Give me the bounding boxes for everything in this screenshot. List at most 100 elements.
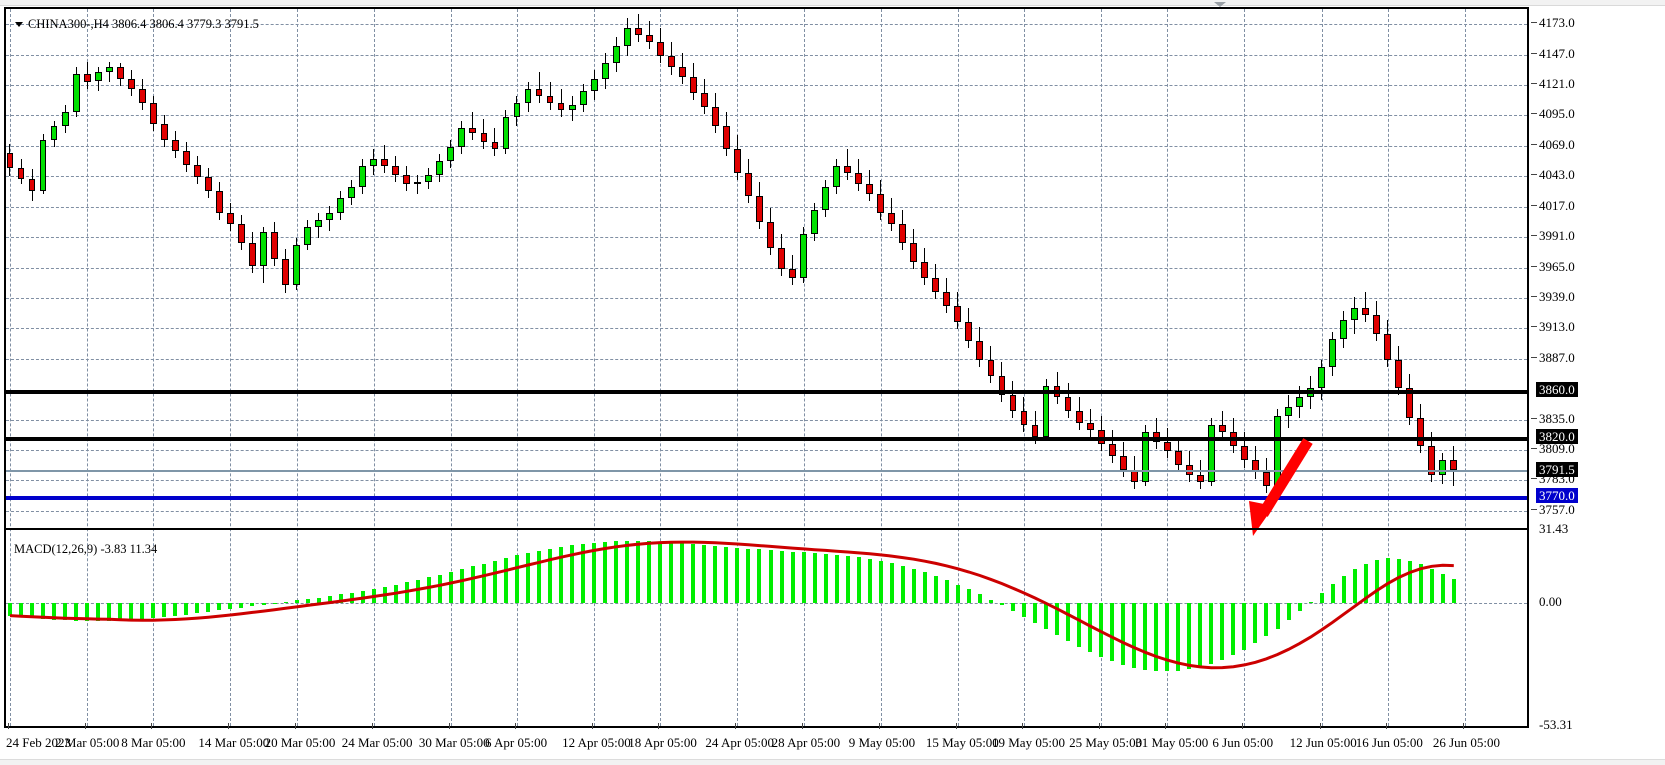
candle-body — [822, 186, 830, 211]
grid-line-vertical — [296, 9, 298, 726]
axis-tick — [228, 723, 230, 729]
price-axis-label: 3965.0 — [1531, 260, 1575, 273]
macd-histogram-bar — [1308, 601, 1313, 603]
candlestick — [1152, 418, 1160, 449]
candlestick — [987, 345, 995, 384]
candle-wick — [196, 156, 198, 185]
macd-histogram-bar — [459, 569, 464, 603]
candle-body — [987, 359, 995, 377]
candle-wick — [1243, 432, 1245, 468]
candle-body — [271, 232, 278, 260]
candle-wick — [1321, 359, 1323, 400]
price-level-line-3791-5[interactable] — [6, 470, 1527, 473]
candle-wick — [1398, 345, 1400, 395]
time-axis-label: 24 Feb 2023 — [6, 735, 71, 750]
candle-body — [1296, 397, 1303, 407]
candle-wick — [318, 212, 320, 239]
candlestick — [193, 156, 201, 185]
macd-histogram-bar — [1330, 583, 1335, 603]
candle-body — [745, 172, 752, 197]
candle-body — [105, 67, 113, 73]
macd-histogram-bar — [1044, 602, 1049, 630]
chevron-down-icon[interactable] — [15, 22, 23, 27]
candlestick — [1163, 427, 1171, 459]
candle-body — [6, 152, 14, 169]
macd-histogram-bar — [1429, 568, 1434, 603]
candlestick — [447, 140, 455, 169]
candlestick — [50, 121, 58, 147]
macd-signal-line-overlay — [9, 540, 1454, 670]
macd-histogram-bar — [1407, 560, 1412, 603]
candlestick — [1296, 385, 1303, 419]
grid-line-horizontal — [6, 470, 1527, 472]
price-level-line-3860-0[interactable] — [6, 390, 1527, 395]
candle-body — [789, 268, 796, 278]
candle-wick — [505, 109, 507, 155]
macd-subwindow-separator — [6, 528, 1527, 530]
candlestick — [17, 158, 25, 185]
axis-tick — [1531, 143, 1537, 145]
scroll-marker-icon[interactable] — [1214, 1, 1226, 7]
candle-wick — [461, 121, 463, 155]
macd-histogram-bar — [1264, 602, 1269, 637]
grid-line-vertical — [10, 9, 11, 726]
chart-frame[interactable]: CHINA300-,H4 3806.4 3806.4 3779.3 3791.5… — [4, 7, 1529, 728]
macd-histogram-bar — [900, 565, 905, 603]
axis-tick — [955, 723, 957, 729]
candle-body — [28, 178, 36, 192]
time-axis-label: 12 Apr 05:00 — [562, 735, 631, 750]
candle-body — [480, 132, 488, 143]
macd-histogram-bar — [680, 543, 685, 603]
macd-histogram-bar — [1352, 568, 1357, 603]
candle-wick — [604, 53, 606, 89]
macd-histogram-bar — [371, 588, 376, 603]
grid-line-vertical — [660, 9, 662, 726]
candle-body — [1307, 387, 1314, 398]
axis-tick — [1385, 723, 1387, 729]
axis-tick — [1531, 52, 1537, 54]
price-level-line-3820-0[interactable] — [6, 437, 1527, 442]
macd-histogram-bar — [1010, 602, 1015, 612]
macd-histogram-bar — [151, 602, 156, 619]
candle-wick — [130, 69, 132, 96]
macd-histogram-bar — [1055, 602, 1060, 636]
grid-line-horizontal — [6, 85, 1527, 87]
candlestick — [238, 214, 245, 250]
price-axis[interactable]: 4173.0 4147.0 4121.0 4095.0 4069.0 4043.0 4017… — [1531, 7, 1665, 731]
grid-line-horizontal — [6, 437, 1527, 439]
macd-histogram-bar — [779, 550, 784, 603]
candle-wick — [769, 207, 771, 255]
macd-histogram-bar — [85, 602, 90, 622]
candle-body — [436, 161, 444, 176]
grid-line-vertical — [1387, 9, 1389, 726]
grid-line-vertical — [1024, 9, 1025, 726]
candle-body — [1130, 469, 1138, 482]
candle-wick — [152, 95, 154, 131]
macd-histogram-bar — [129, 602, 134, 620]
time-axis[interactable]: 24 Feb 2023 2 Mar 05:00 8 Mar 05:00 14 Mar … — [4, 723, 1529, 759]
macd-histogram-bar — [503, 558, 508, 603]
candle-wick — [1188, 451, 1190, 482]
axis-tick — [1099, 723, 1101, 729]
candlestick — [711, 93, 719, 133]
macd-histogram-bar — [834, 554, 839, 603]
candle-wick — [1155, 418, 1157, 449]
macd-histogram-bar — [272, 602, 277, 604]
candle-body — [1428, 446, 1436, 475]
candle-body — [17, 168, 25, 179]
macd-histogram-bar — [713, 546, 718, 603]
candlestick — [105, 61, 113, 82]
macd-histogram-bar — [8, 602, 12, 616]
candle-wick — [174, 130, 176, 158]
macd-histogram-bar — [559, 546, 564, 603]
candle-wick — [1210, 418, 1212, 487]
candle-body — [623, 27, 631, 47]
candle-body — [568, 104, 576, 110]
candle-body — [491, 142, 499, 150]
axis-tick — [1531, 417, 1537, 419]
price-axis-label: 3835.0 — [1531, 412, 1575, 425]
price-level-line-3770-0[interactable] — [6, 495, 1527, 500]
candle-wick — [31, 169, 33, 201]
candle-body — [72, 74, 80, 112]
